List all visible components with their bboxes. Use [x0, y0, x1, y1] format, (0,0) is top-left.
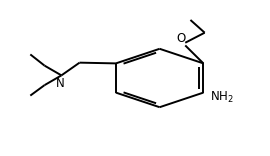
Text: O: O: [176, 32, 185, 45]
Text: NH$_2$: NH$_2$: [210, 90, 234, 105]
Text: N: N: [56, 77, 65, 90]
